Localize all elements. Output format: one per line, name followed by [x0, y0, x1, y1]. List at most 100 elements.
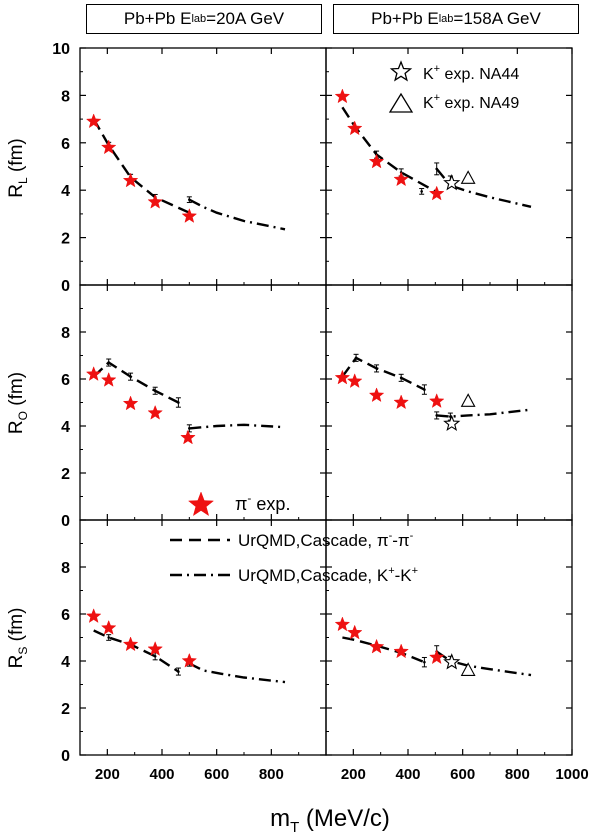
model-point-pion — [153, 389, 157, 393]
pion-exp-star — [122, 395, 139, 411]
pion-exp-star — [85, 608, 102, 623]
y-axis-label-rs-rest: (fm) — [6, 608, 27, 647]
legend-pion-star-icon — [187, 491, 215, 517]
model-point-pion — [423, 388, 426, 391]
pion-exp-star — [393, 643, 409, 659]
legend-na49-rest: exp. NA49 — [440, 95, 519, 112]
model-curves — [92, 106, 532, 684]
y-tick-label: 10 — [52, 41, 70, 58]
y-axis-label-rl: RL (fm) — [6, 138, 30, 197]
model-point-pion — [153, 655, 157, 658]
y-tick-label: 6 — [61, 607, 70, 624]
pion-exp-star — [334, 616, 351, 632]
y-axis-label-rs: RS (fm) — [6, 608, 30, 669]
pion-exp-star — [346, 624, 363, 640]
y-axis-label-rl-main: R — [6, 184, 27, 198]
kaon-na49-triangle — [460, 170, 476, 184]
pion-exp-star — [368, 153, 385, 169]
model-point-pion — [177, 401, 180, 404]
y-tick-label: 2 — [61, 231, 70, 248]
title-right-prefix: Pb+Pb E — [371, 9, 439, 28]
model-point-pion — [375, 367, 378, 370]
y-tick-label: 4 — [61, 183, 70, 200]
x-tick-label: 400 — [395, 766, 420, 783]
y-axis-label-ro-rest: (fm) — [6, 372, 27, 411]
model-point-pion — [420, 190, 423, 193]
legend-cascade-k: UrQMD,Cascade, K+-K+ — [170, 565, 418, 585]
legend-cascade-k-sup2: + — [412, 565, 418, 577]
legend-cascade-pi-sup1: - — [389, 530, 393, 542]
legend-cascade-k-text: UrQMD,Cascade, K+-K+ — [238, 565, 418, 585]
data-markers — [85, 88, 476, 676]
title-left-suffix: =20A GeV — [206, 9, 285, 28]
pion-exp-star — [334, 369, 351, 385]
urqmd-kaon-line-RS-20A — [188, 662, 286, 684]
legend-na44: K+ exp. NA44 — [389, 60, 519, 83]
x-tick-label: 600 — [204, 766, 229, 783]
y-tick-label: 6 — [61, 372, 70, 389]
legend-cascade-pi-sup2: - — [410, 530, 414, 542]
model-point-kaon — [435, 167, 439, 171]
model-point-pion — [177, 670, 180, 673]
pion-exp-star — [181, 208, 198, 223]
legend-na49: K+ exp. NA49 — [388, 92, 519, 113]
urqmd-pion-line-RL-158A — [341, 106, 436, 193]
panel-frame-r2-c0 — [79, 519, 327, 756]
y-tick-label: 4 — [61, 654, 70, 671]
legend-na49-text: K+ exp. NA49 — [423, 92, 519, 112]
pion-exp-star — [147, 404, 163, 420]
y-axis-label-rs-sub: S — [16, 647, 30, 655]
x-axis-label-rest: (MeV/c) — [299, 805, 390, 832]
pion-exp-star — [428, 185, 445, 201]
urqmd-kaon-line-RL-20A — [188, 198, 286, 231]
model-point-pion — [399, 376, 403, 380]
pion-exp-star — [181, 652, 198, 668]
pion-exp-star — [346, 120, 363, 136]
legend-pion-rest: exp. — [251, 494, 290, 514]
panel-frame-r1-c0 — [79, 284, 327, 521]
y-axis-label-ro: RO (fm) — [6, 372, 30, 434]
legend-na49-sup: + — [434, 92, 440, 104]
kaon-na44-star — [443, 653, 461, 670]
axis-ticks: 0 2 4 6 8 10 0 2 4 6 8 0 2 4 6 8 200 400 600 800 200 400 600 80… — [52, 41, 588, 783]
model-point-pion — [107, 636, 110, 639]
x-tick-label: 800 — [505, 766, 530, 783]
title-left-prefix: Pb+Pb E — [123, 9, 192, 28]
pion-exp-star — [334, 88, 351, 104]
title-right-sub: lab — [438, 13, 454, 25]
pion-exp-star — [122, 636, 139, 652]
legend-na44-text: K+ exp. NA44 — [423, 63, 519, 83]
x-tick-label: 600 — [450, 766, 475, 783]
x-axis-label-sub: T — [290, 819, 299, 836]
pion-exp-star — [393, 394, 409, 410]
pion-exp-star — [85, 113, 102, 129]
x-tick-label: 200 — [341, 766, 366, 783]
legend-cascade-pi: UrQMD,Cascade, π--π- — [170, 530, 414, 550]
urqmd-pion-line-RS-158A — [342, 636, 425, 664]
legend-pion-label: π — [235, 494, 247, 514]
legend-cascade-pi-mid: -π — [392, 531, 409, 550]
y-axis-label-rl-sub: L — [16, 177, 30, 184]
pion-exp-star — [85, 366, 102, 381]
x-tick-label: 1000 — [555, 766, 588, 783]
x-tick-label: 800 — [259, 766, 284, 783]
pion-exp-star — [147, 641, 163, 656]
urqmd-pion-line-RL-20A — [92, 118, 190, 214]
y-axis-label-rl-rest: (fm) — [6, 138, 27, 177]
urqmd-kaon-line-RO-158A — [436, 408, 532, 418]
legend-cascade-k-label: UrQMD,Cascade, K — [238, 566, 389, 585]
model-point-pion — [107, 361, 110, 364]
legend-na49-label: K — [423, 95, 434, 112]
legend-cascade-k-mid: -K — [395, 566, 413, 585]
y-tick-label: 8 — [61, 560, 70, 577]
legend-pion-sup: - — [247, 491, 251, 505]
pion-exp-star — [428, 649, 445, 665]
pion-exp-star — [100, 139, 117, 155]
legend-na44-sup: + — [434, 63, 440, 75]
legend-na49-triangle-icon — [388, 92, 414, 113]
kaon-na44-star — [443, 174, 461, 191]
legend-cascade-k-sup1: + — [388, 565, 394, 577]
x-axis-label-main: m — [270, 805, 290, 832]
